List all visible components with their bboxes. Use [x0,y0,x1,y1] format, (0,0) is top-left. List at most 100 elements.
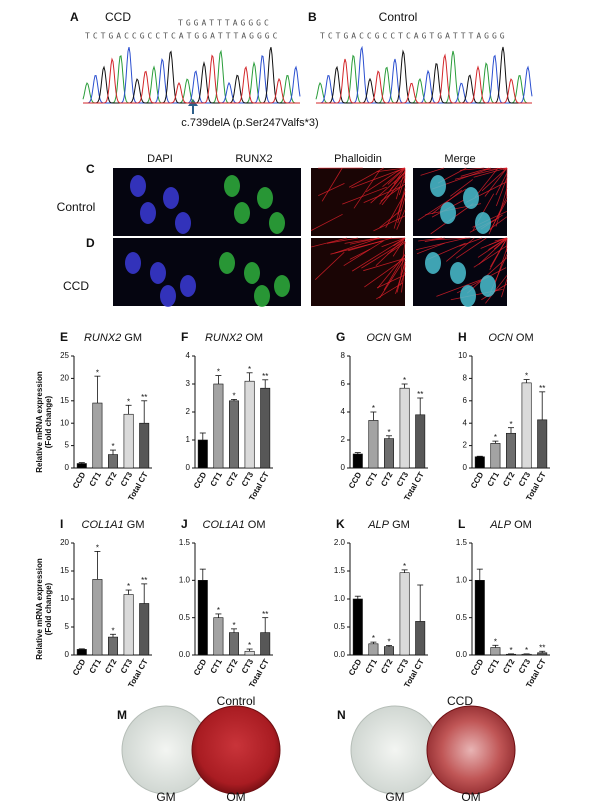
row-label: Control [57,200,96,214]
nucleus [160,285,176,307]
x-tick-label: CCD [192,657,209,677]
actin-fiber [377,254,406,289]
nucleus [425,252,441,274]
nucleus [480,275,496,297]
actin-fiber [376,167,406,173]
panel-letter: K [336,517,345,531]
significance-label: * [248,641,251,650]
bar [260,632,271,656]
significance-label: ** [417,390,423,399]
actin-fiber [373,215,406,232]
x-tick-label: CT2 [224,657,240,675]
bar [76,463,87,469]
y-tick-label: 2 [341,435,346,444]
y-tick-label: 1.5 [456,538,468,547]
actin-fiber [401,265,406,293]
nucleus [224,175,240,197]
micrograph [311,238,405,306]
x-tick-label: CT2 [501,657,517,675]
y-tick-label: 6 [463,396,468,405]
significance-label: * [403,376,406,385]
x-tick-label: CT1 [88,470,104,488]
actin-fiber [418,237,442,242]
x-tick-label: CT1 [209,470,225,488]
bar [76,649,87,656]
panel-label: Control [379,10,418,24]
actin-fiber [460,167,490,177]
actin-fiber [431,189,462,215]
bar [399,572,410,656]
panel-letter: C [86,162,95,176]
actin-fiber [459,167,485,171]
actin-fiber [420,167,445,176]
actin-fiber [363,186,401,203]
significance-label: * [111,626,114,635]
gene-name: ALP [367,519,389,531]
x-tick-label: CCD [71,470,88,490]
panel-letter: E [60,330,68,344]
significance-label: ** [539,643,545,652]
y-tick-label: 0 [186,463,191,472]
actin-fiber [474,167,499,198]
actin-fiber [392,237,406,257]
gene-name: RUNX2 [84,332,121,344]
y-tick-label: 4 [463,418,468,427]
chart-title: COL1A1 GM [82,519,145,531]
actin-fiber [489,237,508,270]
bar [352,598,363,656]
y-axis-title: Relative mRNA expression [35,371,44,473]
y-tick-label: 0.0 [334,650,346,659]
x-tick-label: CT3 [240,657,256,675]
actin-fiber [382,168,404,188]
panel-letter: A [70,10,79,24]
panel-letter: L [458,517,465,531]
significance-label: * [387,428,390,437]
actin-fiber [502,167,508,171]
nucleus [234,202,250,224]
x-tick-label: CT3 [517,657,533,675]
panel-label: CCD [105,10,131,24]
chart-title: OCN OM [488,332,533,344]
x-tick-label: CT1 [88,657,104,675]
x-tick-label: CCD [469,657,486,677]
y-tick-label: 0.0 [456,650,468,659]
y-tick-label: 10 [458,351,467,360]
significance-label: * [372,404,375,413]
significance-label: * [509,646,512,655]
bar [506,432,516,469]
y-tick-label: 1.0 [456,575,468,584]
x-tick-label: CT3 [517,470,533,488]
column-label: Phalloidin [334,153,382,165]
chart-title: RUNX2 OM [205,332,263,344]
panel-letter: M [117,708,127,722]
x-tick-label: CT2 [224,470,240,488]
panel-letter: N [337,708,346,722]
x-tick-label: CT2 [103,657,119,675]
bar [213,383,224,469]
nucleus [440,202,456,224]
x-tick-label: CT2 [379,470,395,488]
gene-name: COL1A1 [203,519,245,531]
bar [139,422,150,469]
significance-label: * [217,606,220,615]
y-tick-label: 0.5 [456,613,468,622]
panel-letter: B [308,10,317,24]
actin-fiber [311,237,348,248]
x-tick-label: CT3 [240,470,256,488]
bar [139,603,150,656]
nucleus [269,212,285,234]
y-tick-label: 0 [463,463,468,472]
nucleus [430,175,446,197]
y-tick-label: 20 [60,374,69,383]
bar [123,413,134,469]
nucleus [475,212,491,234]
panel-letter: G [336,330,345,344]
gene-name: OCN [488,332,513,344]
condition: OM [514,519,532,531]
panel-letter: H [458,330,467,344]
actin-fiber [385,192,406,228]
actin-fiber [481,167,508,192]
nucleus [463,187,479,209]
chromatogram-trace [83,54,300,104]
